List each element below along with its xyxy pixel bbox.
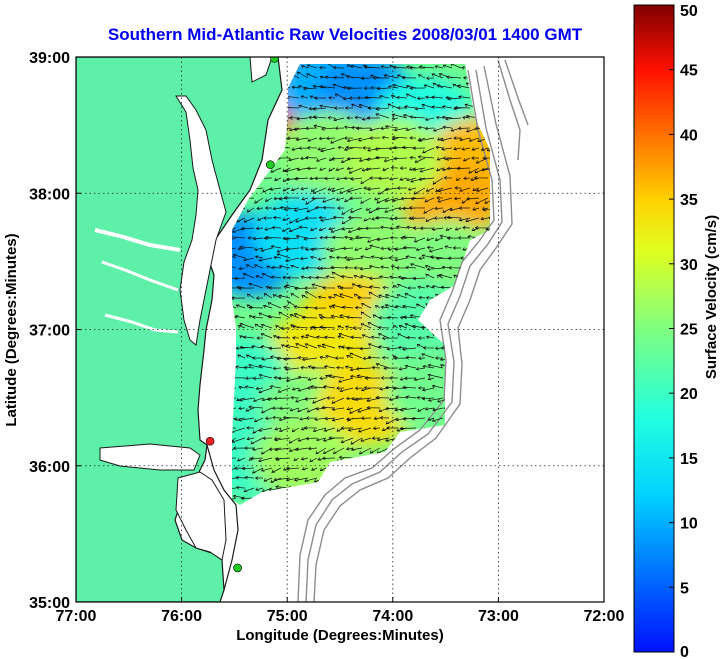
site-marker (233, 563, 242, 573)
rappahannock-river (101, 260, 179, 292)
colorbar-tick-label: 5 (680, 580, 689, 597)
albemarle-sound (99, 443, 201, 471)
chesapeake-bay (175, 95, 227, 346)
colorbar-gradient (633, 4, 675, 653)
x-tick-label: 75:00 (267, 608, 308, 625)
colorbar-ticks: 0 5 10 15 20 25 30 35 40 45 50 (669, 3, 698, 659)
x-axis-label: Longitude (Degrees:Minutes) (236, 627, 444, 644)
site-marker (266, 160, 275, 169)
colorbar: 0 5 10 15 20 25 30 35 40 45 50 (633, 3, 698, 659)
velocity-arrows (232, 64, 490, 503)
bathymetry-contours (297, 59, 529, 602)
y-axis-label: Latitude (Degrees:Minutes) (3, 233, 20, 426)
colorbar-tick-label: 25 (680, 322, 698, 339)
x-tick-label: 77:00 (56, 608, 97, 625)
pamlico-sound (175, 471, 227, 561)
y-tick-label: 38:00 (29, 186, 70, 203)
y-axis-ticks: 35:00 36:00 37:00 38:00 39:00 (29, 50, 81, 612)
colorbar-tick-label: 45 (680, 63, 698, 80)
plot-area (76, 57, 604, 602)
x-axis-ticks: 77:00 76:00 75:00 74:00 73:00 72:00 (56, 597, 625, 625)
grid-lines (76, 57, 604, 602)
delaware-bay (249, 57, 273, 83)
colorbar-tick-label: 10 (680, 516, 698, 533)
colorbar-tick-label: 20 (680, 386, 698, 403)
chart-title: Southern Mid-Atlantic Raw Velocities 200… (108, 25, 583, 44)
colorbar-tick-label: 0 (680, 644, 689, 659)
site-marker (270, 57, 279, 63)
x-tick-label: 73:00 (478, 608, 519, 625)
y-tick-label: 36:00 (29, 459, 70, 476)
site-markers (205, 57, 279, 573)
colorbar-tick-label: 40 (680, 127, 698, 144)
y-tick-label: 39:00 (29, 50, 70, 67)
x-tick-label: 74:00 (372, 608, 413, 625)
colorbar-label: Surface Velocity (cm/s) (703, 215, 720, 379)
colorbar-tick-label: 35 (680, 192, 698, 209)
x-tick-label: 76:00 (161, 608, 202, 625)
colorbar-tick-label: 50 (680, 3, 698, 20)
site-marker (205, 436, 215, 446)
outer-banks (206, 444, 239, 591)
velocity-vectors (232, 64, 490, 503)
potomac-river (94, 228, 181, 252)
y-tick-label: 37:00 (29, 323, 70, 340)
y-tick-label: 35:00 (29, 595, 70, 612)
colorbar-tick-label: 30 (680, 257, 698, 274)
colorbar-tick-label: 15 (680, 451, 698, 468)
x-tick-label: 72:00 (584, 608, 625, 625)
james-river (104, 313, 179, 334)
